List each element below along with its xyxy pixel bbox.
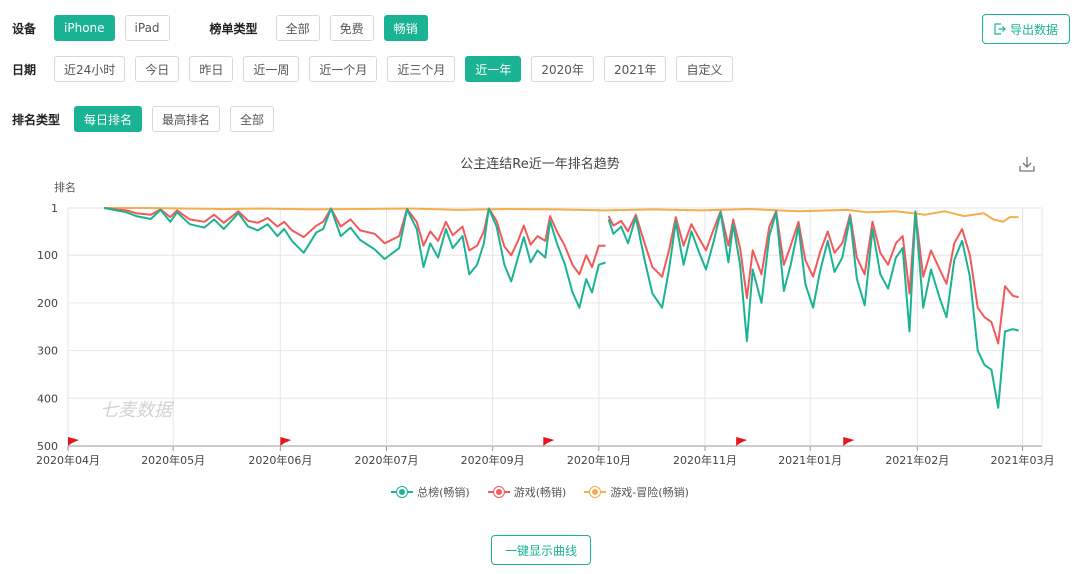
date-option-4[interactable]: 近一个月 [309,56,378,82]
x-tick-label: 2021年01月 [778,453,842,467]
x-tick-label: 2021年02月 [885,453,949,467]
event-flag-icon[interactable] [68,437,79,446]
y-tick-label: 1 [51,202,58,215]
legend-item-0[interactable]: 总榜(畅销) [391,484,470,500]
watermark: 七麦数据 [100,400,175,421]
device-option-1[interactable]: iPad [124,15,170,41]
legend-marker-icon [487,486,510,498]
date-option-5[interactable]: 近三个月 [387,56,456,82]
show-all-curves-button[interactable]: 一键显示曲线 [491,535,591,565]
date-option-6[interactable]: 近一年 [465,56,522,82]
date-option-3[interactable]: 近一周 [243,56,300,82]
rank-type-option-0[interactable]: 每日排名 [74,106,143,132]
event-flag-icon[interactable] [543,437,555,446]
x-tick-label: 2020年10月 [567,453,631,467]
list-type-option-0[interactable]: 全部 [275,15,320,41]
rank-type-option-2[interactable]: 全部 [230,106,275,132]
chart-title: 公主连结Re近一年排名趋势 [460,157,620,172]
y-tick-label: 200 [37,297,58,310]
rank-type-label: 排名类型 [12,112,61,127]
export-icon [994,23,1006,35]
y-tick-label: 100 [37,249,58,262]
rank-type-option-1[interactable]: 最高排名 [152,106,221,132]
legend-item-2[interactable]: 游戏-冒险(畅销) [584,484,689,500]
list-type-option-2[interactable]: 畅销 [383,15,428,41]
date-option-1[interactable]: 今日 [135,56,180,82]
date-label: 日期 [12,62,37,77]
event-flag-icon[interactable] [736,437,748,446]
y-tick-label: 400 [37,392,58,405]
legend-item-1[interactable]: 游戏(畅销) [487,484,567,500]
filter-row-date: 日期 近24小时 今日 昨日 近一周 近一个月 近三个月 近一年 2020年 2021年 自定义 [12,56,743,82]
x-tick-label: 2021年03月 [991,453,1055,467]
export-data-label: 导出数据 [1009,22,1058,37]
date-option-8[interactable]: 2021年 [603,56,667,82]
list-type-option-1[interactable]: 免费 [329,15,374,41]
x-tick-label: 2020年05月 [141,453,205,467]
series-line-1 [103,207,1019,345]
x-tick-label: 2020年06月 [248,453,312,467]
x-tick-label: 2020年04月 [36,453,100,467]
legend-label: 总榜(畅销) [417,486,470,499]
series-line-0 [103,207,1019,409]
list-type-label: 榜单类型 [209,21,258,36]
series-line-2 [104,207,1019,223]
legend-marker-icon [584,486,607,498]
date-option-0[interactable]: 近24小时 [54,56,126,82]
event-flag-icon[interactable] [280,437,292,446]
chart-legend: 总榜(畅销) 游戏(畅销) 游戏-冒险(畅销) [0,484,1080,500]
device-label: 设备 [12,21,37,36]
y-tick-label: 500 [37,440,58,453]
y-axis-title: 排名 [54,180,76,194]
event-flag-icon[interactable] [843,437,855,446]
date-option-9[interactable]: 自定义 [676,56,733,82]
filter-row-device: 设备 iPhone iPad 榜单类型 全部 免费 畅销 [12,15,438,41]
filter-row-rank-type: 排名类型 每日排名 最高排名 全部 [12,106,284,132]
x-tick-label: 2020年09月 [461,453,525,467]
date-option-7[interactable]: 2020年 [531,56,594,82]
y-tick-label: 300 [37,345,58,358]
legend-label: 游戏-冒险(畅销) [610,486,689,499]
export-data-button[interactable]: 导出数据 [982,14,1070,44]
legend-marker-icon [391,486,414,498]
x-tick-label: 2020年11月 [673,453,737,467]
download-icon[interactable] [1018,155,1036,173]
x-tick-label: 2020年07月 [354,453,418,467]
legend-label: 游戏(畅销) [513,486,567,499]
date-option-2[interactable]: 昨日 [189,56,234,82]
device-option-0[interactable]: iPhone [54,15,115,41]
